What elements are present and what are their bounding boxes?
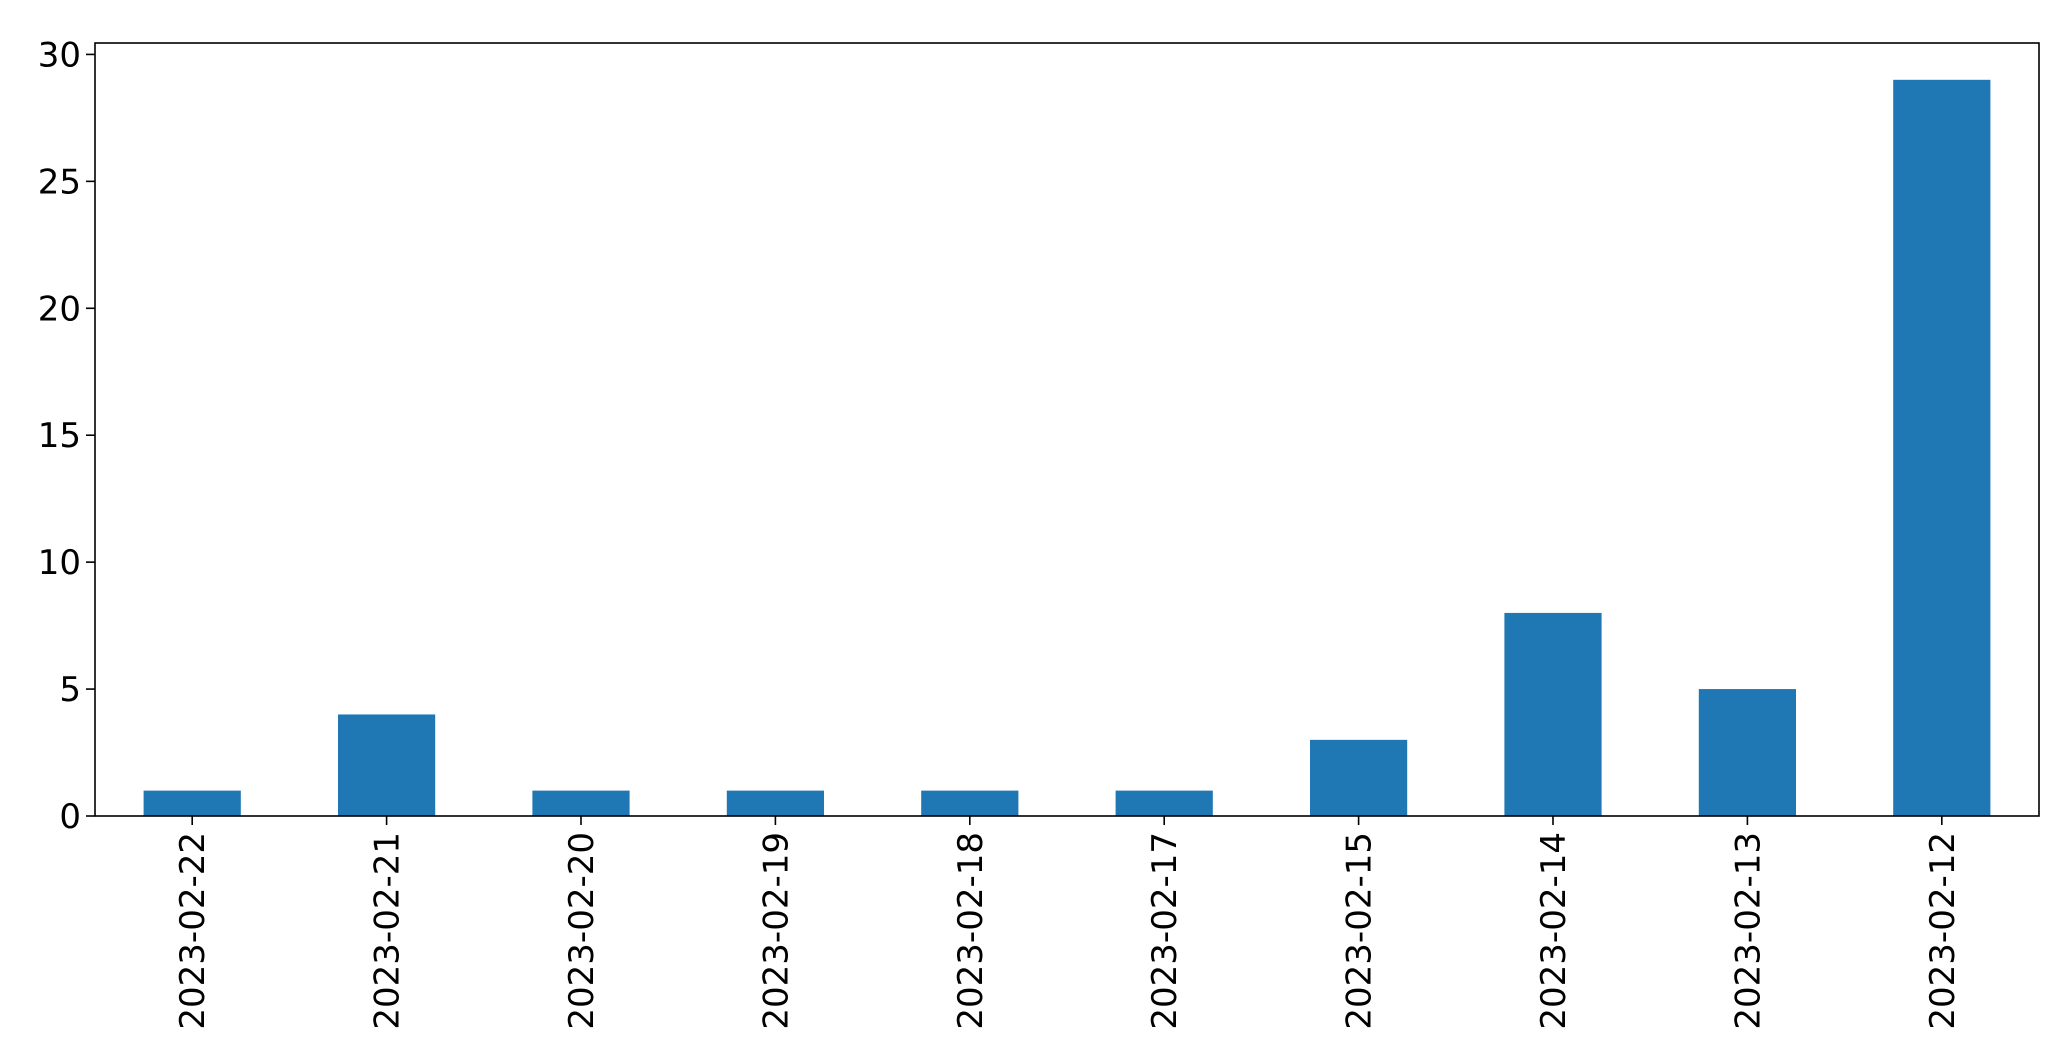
bar-2023-02-13 <box>1698 689 1796 816</box>
bar-2023-02-17 <box>1115 790 1213 816</box>
bars-layer <box>143 79 1991 817</box>
bar-2023-02-12 <box>1893 79 1991 817</box>
bar-2023-02-22 <box>143 790 241 816</box>
axes-layer <box>94 42 2040 817</box>
y-tick-label: 5 <box>59 670 81 710</box>
x-tick-label: 2023-02-12 <box>1923 832 1963 1030</box>
x-tick-label: 2023-02-15 <box>1340 832 1380 1030</box>
bar-2023-02-14 <box>1504 612 1602 816</box>
x-tick-label: 2023-02-17 <box>1145 832 1185 1030</box>
x-tick-label: 2023-02-20 <box>562 832 602 1030</box>
bar-2023-02-19 <box>726 790 824 816</box>
x-tick-label: 2023-02-22 <box>173 832 213 1030</box>
x-axis: 2023-02-22 2023-02-21 2023-02-20 2023-02-19… <box>173 816 1963 1030</box>
bar-2023-02-15 <box>1310 739 1408 816</box>
y-axis: 0 5 10 15 20 25 30 <box>38 35 95 837</box>
bar-2023-02-20 <box>532 790 630 816</box>
y-tick-label: 30 <box>38 35 81 75</box>
x-tick-label: 2023-02-14 <box>1534 832 1574 1030</box>
bar-2023-02-18 <box>921 790 1019 816</box>
y-tick-label: 15 <box>38 416 81 456</box>
x-tick-label: 2023-02-19 <box>756 832 796 1030</box>
x-tick-label: 2023-02-13 <box>1728 832 1768 1030</box>
y-tick-label: 25 <box>38 162 81 202</box>
x-tick-label: 2023-02-18 <box>951 832 991 1030</box>
plot-frame <box>94 42 2040 817</box>
y-tick-label: 0 <box>59 797 81 837</box>
y-tick-label: 20 <box>38 289 81 329</box>
bar-2023-02-21 <box>338 714 436 816</box>
y-tick-label: 10 <box>38 543 81 583</box>
x-tick-label: 2023-02-21 <box>368 832 408 1030</box>
